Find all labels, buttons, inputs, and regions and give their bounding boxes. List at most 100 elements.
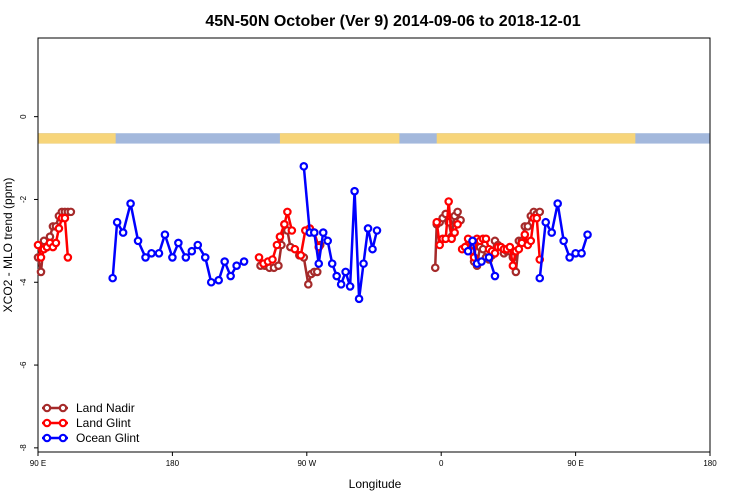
x-axis-label: Longitude bbox=[349, 477, 402, 491]
point-ocean-glint bbox=[341, 267, 350, 277]
point-land-glint bbox=[532, 213, 542, 223]
y-tick-label: -4 bbox=[19, 278, 28, 286]
legend-marker bbox=[42, 433, 52, 443]
y-axis-label: XCO2 - MLO trend (ppm) bbox=[1, 178, 15, 313]
point-ocean-glint bbox=[181, 253, 191, 262]
point-land-glint bbox=[508, 261, 518, 271]
point-land-glint bbox=[60, 213, 70, 223]
point-land-glint bbox=[272, 240, 282, 250]
legend-label: Ocean Glint bbox=[76, 431, 140, 445]
point-ocean-glint bbox=[133, 236, 143, 246]
point-ocean-glint bbox=[332, 271, 341, 281]
point-ocean-glint bbox=[193, 240, 203, 250]
point-ocean-glint bbox=[354, 294, 364, 304]
series-line-ocean-glint bbox=[302, 166, 312, 233]
point-ocean-glint bbox=[463, 246, 473, 256]
point-land-glint bbox=[432, 217, 442, 227]
point-ocean-glint bbox=[368, 244, 377, 254]
y-tick-label: -2 bbox=[19, 195, 28, 203]
point-land-glint bbox=[526, 236, 536, 246]
y-axis: 0 -2 -4 -6 -8 bbox=[19, 114, 38, 452]
point-land-glint bbox=[520, 230, 530, 239]
point-land-glint bbox=[453, 220, 462, 229]
series-line-land-glint bbox=[257, 210, 294, 265]
point-land-nadir bbox=[523, 222, 533, 231]
point-land-glint bbox=[51, 238, 61, 248]
point-ocean-glint bbox=[547, 228, 557, 237]
point-land-nadir bbox=[274, 261, 283, 271]
point-ocean-glint bbox=[239, 257, 249, 266]
point-ocean-glint bbox=[160, 230, 170, 239]
y-tick-label: -6 bbox=[19, 361, 28, 369]
point-ocean-glint bbox=[345, 282, 355, 291]
point-ocean-glint bbox=[484, 253, 494, 262]
y-tick-label: 0 bbox=[19, 114, 28, 119]
series-layer bbox=[33, 162, 592, 304]
point-ocean-glint bbox=[363, 224, 373, 233]
point-ocean-glint bbox=[168, 253, 177, 262]
point-ocean-glint bbox=[226, 271, 235, 281]
legend-marker bbox=[42, 403, 52, 413]
legend-label: Land Glint bbox=[76, 416, 131, 430]
point-land-glint bbox=[450, 228, 459, 237]
x-tick-label: 90 W bbox=[297, 459, 316, 468]
point-ocean-glint bbox=[359, 259, 368, 268]
legend-marker bbox=[58, 403, 68, 413]
point-ocean-glint bbox=[468, 236, 477, 246]
point-land-glint bbox=[33, 240, 43, 250]
x-tick-label: 90 E bbox=[567, 459, 583, 468]
point-ocean-glint bbox=[126, 199, 135, 208]
point-land-nadir bbox=[36, 267, 46, 277]
point-ocean-glint bbox=[112, 217, 122, 227]
point-land-glint bbox=[280, 220, 289, 229]
point-ocean-glint bbox=[108, 273, 117, 283]
point-land-nadir bbox=[312, 267, 322, 277]
point-ocean-glint bbox=[490, 271, 500, 281]
y-tick-label: -8 bbox=[19, 444, 28, 452]
point-ocean-glint bbox=[535, 273, 545, 283]
x-tick-label: 180 bbox=[703, 459, 717, 468]
point-land-glint bbox=[444, 197, 453, 206]
chart-title: 45N-50N October (Ver 9) 2014-09-06 to 20… bbox=[205, 13, 580, 30]
point-ocean-glint bbox=[154, 248, 164, 258]
point-land-glint bbox=[254, 253, 264, 262]
point-ocean-glint bbox=[174, 238, 183, 248]
legend-label: Land Nadir bbox=[76, 401, 135, 415]
point-ocean-glint bbox=[327, 259, 337, 268]
series-ocean-glint bbox=[108, 162, 592, 304]
point-ocean-glint bbox=[200, 253, 210, 262]
point-ocean-glint bbox=[299, 162, 309, 171]
legend-marker bbox=[58, 433, 68, 443]
point-land-glint bbox=[287, 226, 297, 235]
point-ocean-glint bbox=[372, 226, 382, 235]
legend-item-ocean-glint: Ocean Glint bbox=[42, 431, 140, 445]
point-land-glint bbox=[275, 232, 285, 242]
x-tick-label: 0 bbox=[439, 459, 444, 468]
x-axis: 90 E 180 90 W 0 90 E 180 bbox=[30, 452, 717, 468]
point-land-glint bbox=[268, 255, 277, 264]
point-ocean-glint bbox=[232, 261, 241, 271]
point-ocean-glint bbox=[477, 257, 486, 266]
point-land-glint bbox=[505, 242, 515, 252]
point-ocean-glint bbox=[583, 230, 592, 239]
x-tick-label: 90 E bbox=[30, 459, 46, 468]
point-land-glint bbox=[54, 224, 64, 233]
point-ocean-glint bbox=[214, 275, 223, 285]
point-ocean-glint bbox=[187, 246, 197, 256]
point-ocean-glint bbox=[314, 259, 324, 268]
point-ocean-glint bbox=[147, 248, 156, 258]
point-ocean-glint bbox=[565, 253, 574, 262]
point-land-nadir bbox=[303, 280, 313, 289]
point-land-glint bbox=[290, 244, 300, 254]
point-land-glint bbox=[296, 251, 306, 260]
point-ocean-glint bbox=[336, 280, 346, 289]
point-ocean-glint bbox=[206, 277, 216, 287]
point-ocean-glint bbox=[309, 228, 319, 237]
land-band bbox=[38, 133, 116, 144]
point-land-glint bbox=[36, 253, 46, 262]
point-land-nadir bbox=[66, 207, 76, 217]
legend-marker bbox=[58, 418, 68, 428]
point-land-nadir bbox=[453, 207, 462, 217]
point-ocean-glint bbox=[318, 228, 328, 237]
